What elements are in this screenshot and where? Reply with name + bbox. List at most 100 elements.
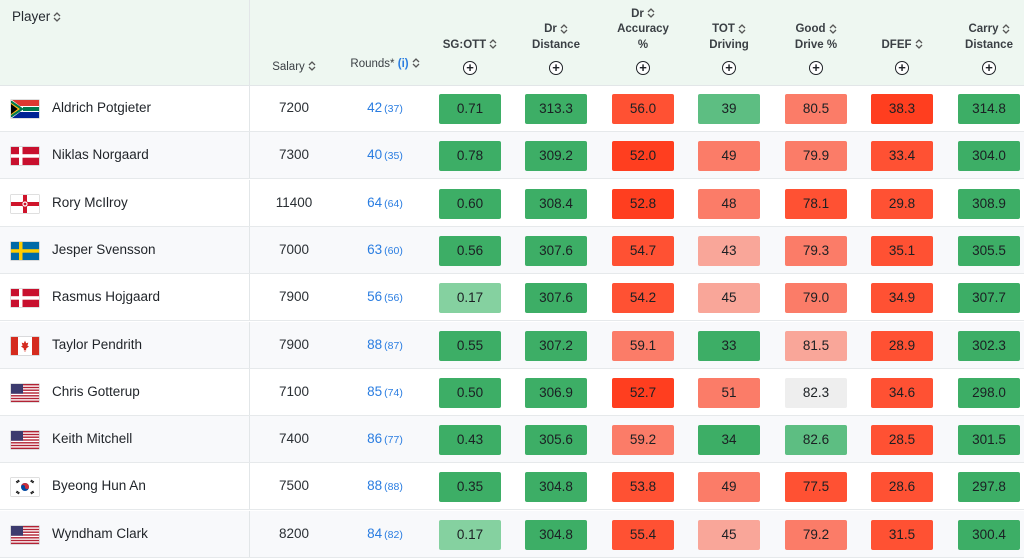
stat-cell-dfef: 28.6 (871, 472, 933, 503)
stat-cell-sg-ott: 0.56 (439, 235, 501, 266)
sort-icon[interactable] (53, 12, 61, 23)
stat-cell-good-drive-pct: 79.2 (785, 519, 847, 550)
column-header-label: Good (795, 23, 826, 35)
rounds-link[interactable]: 84 (82) (342, 526, 428, 541)
add-column-icon[interactable]: + (809, 61, 823, 75)
sort-icon[interactable] (489, 39, 497, 50)
player-name[interactable]: Keith Mitchell (52, 431, 133, 447)
rounds-value: 85 (367, 383, 383, 399)
sort-icon[interactable] (308, 61, 316, 72)
stat-cell-carry-distance: 304.0 (958, 141, 1020, 172)
table-row[interactable]: Aldrich Potgieter 7200 42 (37) 0.71 313.3 56.0… (0, 85, 1024, 132)
rounds-link[interactable]: 64 (64) (342, 195, 428, 210)
rounds-link[interactable]: 63 (60) (342, 242, 428, 257)
add-column-icon[interactable]: + (636, 61, 650, 75)
player-cell: Taylor Pendrith (0, 321, 250, 368)
table-row[interactable]: Jesper Svensson 7000 63 (60) 0.56 307.6 54.7 43… (0, 226, 1024, 274)
stat-cell-dr-distance: 313.3 (525, 94, 587, 124)
column-header-dr-distance[interactable]: Dr Distance + (512, 0, 600, 85)
player-name[interactable]: Taylor Pendrith (52, 336, 143, 352)
stat-cell-dr-distance: 309.2 (525, 141, 587, 172)
table-row[interactable]: Taylor Pendrith 7900 88 (87) 0.55 307.2 59.1 33… (0, 321, 1024, 369)
player-cell: Wyndham Clark (0, 510, 250, 557)
add-column-icon[interactable]: + (463, 61, 477, 75)
table-header: Player Salary Rounds* (i) SG:OTT + Dr Dista… (0, 0, 1024, 86)
table-row[interactable]: Rory McIlroy 11400 64 (64) 0.60 308.4 52.8 48 78… (0, 179, 1024, 227)
table-row[interactable]: Rasmus Hojgaard 7900 56 (56) 0.17 307.6 54.2 45… (0, 274, 1024, 322)
denmark-flag-icon (11, 289, 39, 308)
player-name[interactable]: Jesper Svensson (52, 241, 156, 257)
add-column-icon[interactable]: + (895, 61, 909, 75)
stat-cell-dr-distance: 305.6 (525, 425, 587, 456)
rounds-value: 86 (367, 431, 383, 447)
player-name[interactable]: Wyndham Clark (52, 525, 148, 541)
column-header-salary[interactable]: Salary (250, 0, 338, 85)
table-row[interactable]: Keith Mitchell 7400 86 (77) 0.43 305.6 59.2 34 8… (0, 416, 1024, 464)
add-column-icon[interactable]: + (549, 61, 563, 75)
stat-cell-tot-driving: 45 (698, 283, 760, 314)
stat-cell-dr-distance: 304.8 (525, 519, 587, 550)
stat-cell-dr-accuracy: 59.2 (612, 425, 674, 456)
player-name[interactable]: Rory McIlroy (52, 194, 128, 210)
stat-cell-dr-accuracy: 59.1 (612, 330, 674, 361)
table-row[interactable]: Niklas Norgaard 7300 40 (35) 0.78 309.2 52.0 49… (0, 132, 1024, 180)
stat-cell-sg-ott: 0.50 (439, 377, 501, 408)
column-header-rounds[interactable]: Rounds* (i) (342, 0, 428, 85)
rounds-link[interactable]: 86 (77) (342, 431, 428, 446)
column-header-label-line: SG:OTT (426, 38, 514, 54)
sort-icon[interactable] (560, 24, 568, 34)
player-name[interactable]: Rasmus Hojgaard (52, 289, 161, 305)
info-icon[interactable]: (i) (397, 57, 409, 70)
stat-cell-carry-distance: 305.5 (958, 235, 1020, 266)
column-header-carry-distance[interactable]: Carry Distance + (945, 0, 1024, 85)
sort-icon[interactable] (412, 58, 420, 69)
column-header-dr-accuracy[interactable]: Dr Accuracy% + (599, 0, 687, 85)
stat-cell-tot-driving: 34 (698, 425, 760, 456)
sort-icon[interactable] (1002, 24, 1010, 34)
sort-icon[interactable] (829, 24, 837, 34)
rounds-link[interactable]: 88 (87) (342, 337, 428, 352)
stat-cell-dfef: 31.5 (871, 519, 933, 550)
stat-cell-dfef: 33.4 (871, 141, 933, 172)
column-header-label-line: Carry (945, 22, 1024, 38)
rounds-link[interactable]: 88 (88) (342, 478, 428, 493)
column-header-player[interactable]: Player (0, 0, 250, 85)
column-header-label: Carry (968, 23, 999, 35)
sort-icon[interactable] (738, 24, 746, 34)
player-name[interactable]: Aldrich Potgieter (52, 100, 152, 115)
stat-cell-dr-distance: 307.6 (525, 283, 587, 314)
column-header-label-line: TOT (685, 22, 773, 38)
add-column-icon[interactable]: + (722, 61, 736, 75)
column-header-good-drive-pct[interactable]: Good Drive % + (772, 0, 860, 85)
player-cell: Rasmus Hojgaard (0, 274, 250, 321)
column-header-dfef[interactable]: DFEF + (858, 0, 946, 85)
column-header-tot-driving[interactable]: TOT Driving + (685, 0, 773, 85)
sort-icon[interactable] (647, 8, 655, 19)
rounds-sub-value: (37) (384, 103, 403, 115)
column-header-sg-ott[interactable]: SG:OTT + (426, 0, 514, 85)
player-name[interactable]: Byeong Hun An (52, 478, 146, 494)
stat-cell-tot-driving: 49 (698, 472, 760, 503)
stat-cell-good-drive-pct: 77.5 (785, 472, 847, 503)
table-row[interactable]: Wyndham Clark 8200 84 (82) 0.17 304.8 55.4 45 79… (0, 510, 1024, 558)
rounds-link[interactable]: 56 (56) (342, 289, 428, 304)
rounds-link[interactable]: 42 (37) (342, 100, 428, 115)
stat-cell-tot-driving: 49 (698, 141, 760, 172)
table-row[interactable]: Chris Gotterup 7100 85 (74) 0.50 306.9 52.7 51 8… (0, 368, 1024, 416)
add-column-icon[interactable]: + (982, 61, 996, 75)
player-name[interactable]: Chris Gotterup (52, 383, 140, 399)
rounds-value: 56 (367, 289, 383, 305)
rounds-link[interactable]: 85 (74) (342, 384, 428, 399)
column-header-label: Distance (532, 38, 580, 51)
usa-flag-icon (11, 525, 39, 544)
stat-cell-dr-accuracy: 54.2 (612, 283, 674, 314)
salary-value: 7000 (278, 241, 310, 257)
stat-cell-good-drive-pct: 82.3 (785, 377, 847, 408)
stat-cell-dfef: 28.9 (871, 330, 933, 361)
player-name[interactable]: Niklas Norgaard (52, 147, 149, 163)
sort-icon[interactable] (915, 39, 923, 50)
rounds-value: 88 (367, 478, 383, 494)
column-header-label: Dr (631, 7, 644, 20)
table-row[interactable]: Byeong Hun An 7500 88 (88) 0.35 304.8 53.8 49 77… (0, 463, 1024, 511)
rounds-link[interactable]: 40 (35) (342, 147, 428, 162)
